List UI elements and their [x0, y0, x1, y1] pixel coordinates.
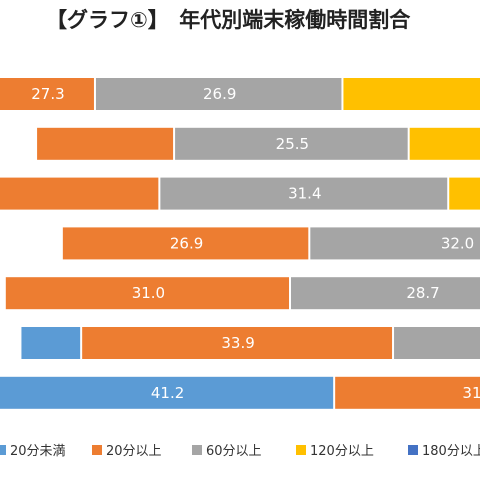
bar-segment-row6-series3 — [394, 327, 480, 359]
legend-label-4: 120分以上 — [310, 444, 374, 459]
bar-segment-row3-series2 — [0, 177, 159, 210]
bar-segment-row1-series2 — [0, 78, 94, 110]
data-label-row7-series2: 31.3 — [462, 384, 480, 402]
chart-title: 【グラフ①】 年代別端末稼働時間割合 — [46, 8, 411, 32]
legend-swatch-3 — [192, 445, 202, 455]
legend-label-3: 60分以上 — [206, 444, 262, 459]
data-label-row6-series2: 33.9 — [221, 334, 254, 352]
legend-swatch-2 — [92, 445, 102, 455]
bar-segment-row6-series2 — [82, 327, 393, 359]
legend-swatch-1 — [0, 445, 6, 455]
bar-segment-row7-series2 — [335, 376, 480, 409]
data-label-row4-series2: 26.9 — [170, 234, 203, 252]
bar-segment-row4-series3 — [310, 227, 480, 260]
bar-segment-row2-series3 — [175, 127, 408, 160]
legend-label-2: 20分以上 — [106, 444, 162, 459]
bar-segment-row2-series4 — [409, 127, 480, 160]
bar-segment-row3-series4 — [449, 177, 480, 210]
bar-segment-row6-series1 — [21, 327, 81, 359]
data-label-row2-series3: 25.5 — [276, 135, 309, 153]
bar-segment-row5-series2 — [5, 277, 290, 310]
bar-segment-row1-series3 — [95, 78, 342, 110]
data-label-row5-series2: 31.0 — [132, 284, 165, 302]
data-label-row1-series2: 27.3 — [31, 85, 64, 103]
data-label-row3-series3: 31.4 — [288, 185, 321, 203]
data-label-row1-series3: 26.9 — [203, 85, 236, 103]
bar-segment-row1-series4 — [343, 78, 480, 110]
bar-segment-row3-series3 — [160, 177, 448, 210]
bar-segment-row2-series2 — [37, 127, 174, 160]
bar-segment-row5-series3 — [291, 277, 480, 310]
bar-segment-row7-series1 — [0, 376, 334, 409]
data-label-row5-series3: 28.7 — [406, 284, 439, 302]
bar-segment-row4-series2 — [62, 227, 309, 260]
legend-label-5: 180分以上 — [422, 444, 480, 459]
legend-swatch-4 — [296, 445, 306, 455]
data-label-row4-series3: 32.0 — [441, 234, 474, 252]
legend-label-1: 20分未満 — [10, 444, 66, 459]
legend-swatch-5 — [408, 445, 418, 455]
data-label-row7-series1: 41.2 — [151, 384, 184, 402]
